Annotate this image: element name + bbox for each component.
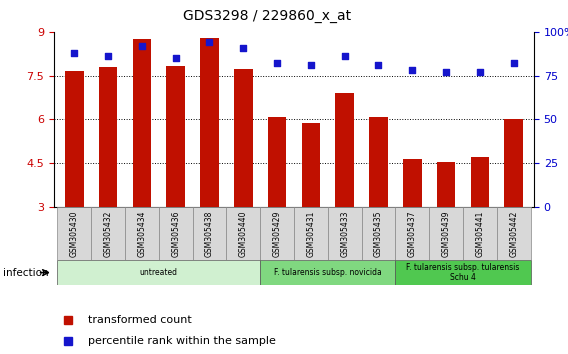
Bar (200, 38, 219, 207)
Point (340, 53, 349, 59)
Bar (57, 260, 260, 285)
Text: GSM305440: GSM305440 (239, 210, 248, 257)
Bar (470, 157, 489, 207)
Bar (362, 207, 395, 260)
Text: GSM305433: GSM305433 (340, 210, 349, 257)
Point (509, 61, 518, 66)
Text: percentile rank within the sample: percentile rank within the sample (87, 336, 275, 346)
Bar (125, 207, 158, 260)
Text: GSM305429: GSM305429 (273, 210, 282, 257)
Bar (463, 207, 497, 260)
Text: GSM305436: GSM305436 (171, 210, 180, 257)
Bar (260, 207, 294, 260)
Bar (57, 207, 91, 260)
Text: transformed count: transformed count (87, 315, 191, 325)
Point (70, 50, 79, 56)
Bar (504, 120, 523, 207)
Bar (335, 93, 354, 207)
Bar (395, 207, 429, 260)
Text: infection: infection (3, 268, 48, 278)
Bar (497, 207, 531, 260)
Text: GSM305437: GSM305437 (408, 210, 417, 257)
Point (374, 62, 383, 68)
Text: GSM305431: GSM305431 (306, 210, 315, 257)
Point (408, 68, 417, 73)
Point (441, 69, 450, 75)
Text: GSM305438: GSM305438 (205, 210, 214, 257)
Text: F. tularensis subsp. tularensis
Schu 4: F. tularensis subsp. tularensis Schu 4 (406, 263, 520, 282)
Text: F. tularensis subsp. novicida: F. tularensis subsp. novicida (274, 268, 382, 277)
Point (475, 69, 485, 75)
Bar (369, 116, 388, 207)
Text: GSM305442: GSM305442 (509, 210, 518, 257)
Bar (91, 207, 125, 260)
Bar (193, 207, 226, 260)
Bar (328, 207, 362, 260)
Text: GSM305430: GSM305430 (70, 210, 79, 257)
Bar (260, 260, 395, 285)
Bar (99, 67, 118, 207)
Text: GSM305441: GSM305441 (475, 210, 485, 257)
Point (205, 40, 214, 45)
Bar (437, 162, 456, 207)
Bar (302, 123, 320, 207)
Bar (268, 116, 286, 207)
Point (103, 53, 112, 59)
Point (306, 62, 315, 68)
Bar (166, 66, 185, 207)
Text: GSM305435: GSM305435 (374, 210, 383, 257)
Bar (132, 39, 151, 207)
Point (137, 43, 147, 49)
Bar (429, 207, 463, 260)
Bar (234, 69, 253, 207)
Bar (65, 71, 83, 207)
Point (273, 61, 282, 66)
Text: GDS3298 / 229860_x_at: GDS3298 / 229860_x_at (183, 9, 351, 23)
Bar (294, 207, 328, 260)
Bar (158, 207, 193, 260)
Bar (395, 260, 531, 285)
Text: GSM305439: GSM305439 (441, 210, 450, 257)
Bar (226, 207, 260, 260)
Point (239, 45, 248, 51)
Text: GSM305432: GSM305432 (103, 210, 112, 257)
Bar (403, 159, 421, 207)
Text: untreated: untreated (140, 268, 178, 277)
Text: GSM305434: GSM305434 (137, 210, 147, 257)
Point (171, 55, 180, 61)
